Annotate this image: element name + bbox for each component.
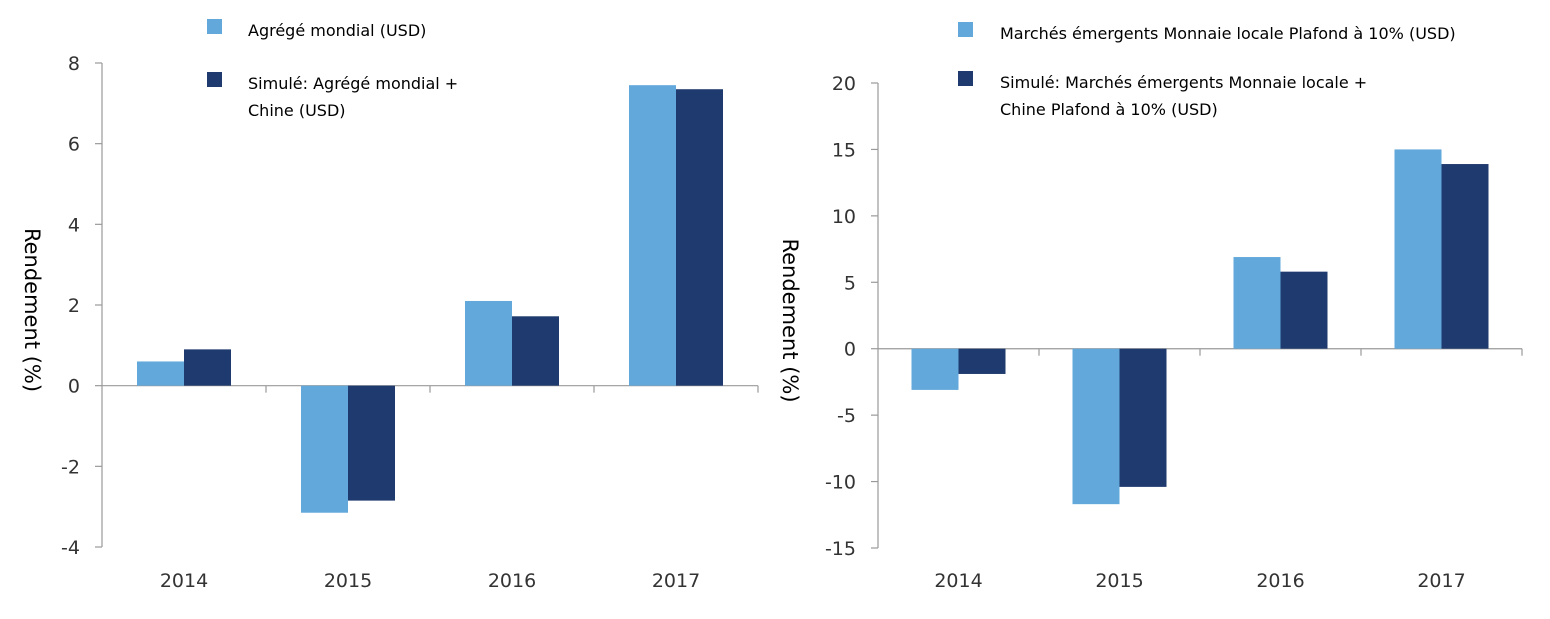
bar-2017-series-1 xyxy=(629,85,676,386)
legend-swatch-2 xyxy=(958,71,973,86)
legend-swatch-1 xyxy=(958,22,973,37)
chart-plot-group: 8 6 4 2 0 -2 -4 2014 2015 2016 2017 Rendement (%) Ag… xyxy=(20,19,759,592)
bar-2014-series-2 xyxy=(184,349,231,386)
bar-2016-series-1 xyxy=(465,300,512,386)
legend-label-2: Simulé: Agrégé mondial + xyxy=(248,74,458,93)
bar-2016-series-2 xyxy=(512,316,559,386)
bar-2016-series-2 xyxy=(1280,271,1328,349)
y-tick-label: 8 xyxy=(68,53,80,75)
bar-2015-series-1 xyxy=(1072,348,1120,505)
y-tick-label: 5 xyxy=(844,272,856,294)
y-tick-label: 6 xyxy=(68,134,80,156)
legend-label-1: Marchés émergents Monnaie locale Plafond… xyxy=(1000,24,1456,43)
bar-2017-series-2 xyxy=(1441,164,1489,349)
y-tick-label: -10 xyxy=(825,472,856,494)
x-tick-label: 2016 xyxy=(1256,570,1304,592)
bar-2017-series-1 xyxy=(1394,149,1442,349)
legend-label-2: Chine (USD) xyxy=(248,101,346,120)
x-tick-label: 2017 xyxy=(1417,570,1465,592)
y-axis-label: Rendement (%) xyxy=(778,238,802,402)
chart-left: 8 6 4 2 0 -2 -4 2014 2015 2016 2017 Rendement (%) Ag… xyxy=(20,19,759,592)
y-tick-label: -5 xyxy=(837,405,856,427)
legend-label-2: Chine Plafond à 10% (USD) xyxy=(1000,100,1218,119)
y-tick-label: 4 xyxy=(68,214,80,236)
chart-right: 20 15 10 5 0 -5 -10 -15 2014 2015 2016 2017 Rendemen… xyxy=(775,0,1550,619)
y-tick-label: 15 xyxy=(832,139,856,161)
legend-label-1: Agrégé mondial (USD) xyxy=(248,21,426,40)
bar-2015-series-2 xyxy=(1119,348,1167,487)
legend-swatch-2 xyxy=(207,72,222,87)
x-tick-label: 2016 xyxy=(488,570,536,592)
x-tick-label: 2014 xyxy=(160,570,208,592)
y-tick-label: -15 xyxy=(825,538,856,560)
y-tick-label: 20 xyxy=(832,73,856,95)
x-tick-label: 2017 xyxy=(652,570,700,592)
y-tick-label: 0 xyxy=(844,339,856,361)
y-tick-label: 10 xyxy=(832,206,856,228)
bar-2014-series-2 xyxy=(958,348,1006,374)
bar-2015-series-1 xyxy=(301,385,348,513)
y-tick-label: 0 xyxy=(68,376,80,398)
x-tick-label: 2015 xyxy=(1095,570,1143,592)
chart-left-svg: 8 6 4 2 0 -2 -4 2014 2015 2016 2017 Rendement (%) Ag… xyxy=(20,19,759,592)
bar-2016-series-1 xyxy=(1233,257,1281,349)
y-axis-label: Rendement (%) xyxy=(20,228,44,392)
x-tick-label: 2015 xyxy=(324,570,372,592)
legend-swatch-1 xyxy=(207,19,222,34)
y-tick-label: -2 xyxy=(61,456,80,478)
bar-2015-series-2 xyxy=(348,385,395,501)
bar-2014-series-1 xyxy=(137,361,184,386)
bar-2017-series-2 xyxy=(676,89,723,386)
y-tick-label: 2 xyxy=(68,295,80,317)
bar-2014-series-1 xyxy=(911,348,959,390)
legend-label-2: Simulé: Marchés émergents Monnaie locale… xyxy=(1000,73,1367,92)
y-tick-label: -4 xyxy=(61,537,80,559)
x-tick-label: 2014 xyxy=(934,570,982,592)
